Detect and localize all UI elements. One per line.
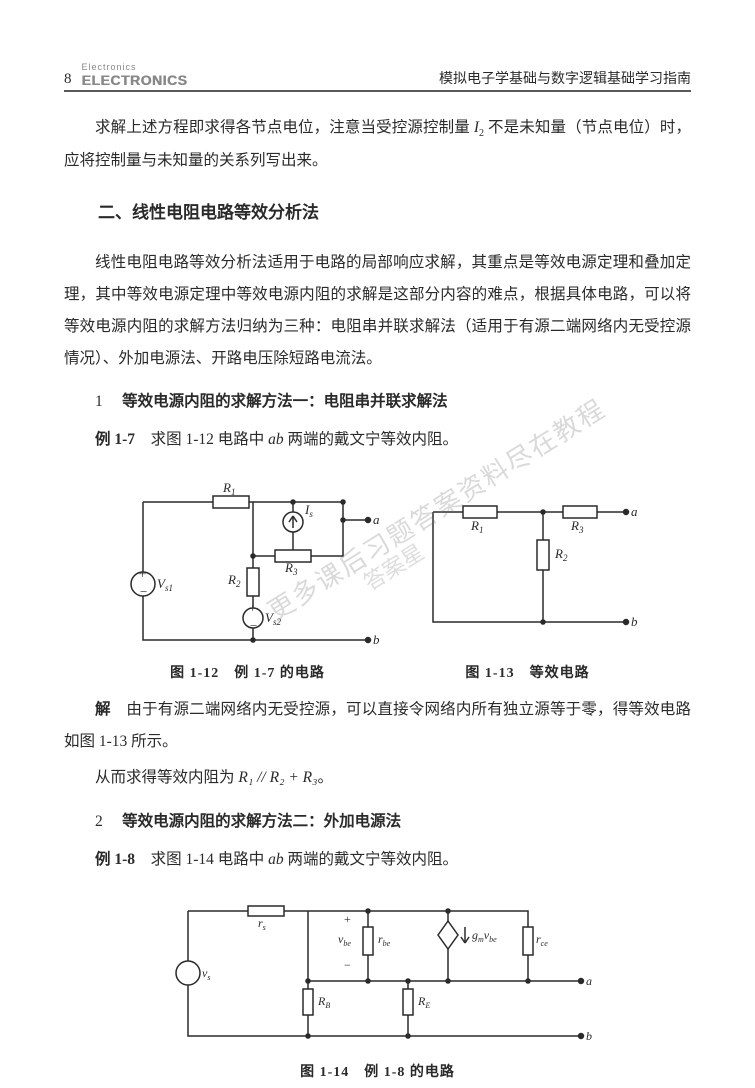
solution-line-2: 从而求得等效内阻为 R₁ // R₂ + R₃。 (64, 762, 691, 794)
figure-1-13: R1 R3 R2 a b 图 1-13 等效电路 (413, 472, 643, 689)
svg-text:a: a (586, 974, 592, 988)
ex17-label: 例 1-7 (95, 431, 135, 448)
svg-text:−: − (250, 618, 257, 633)
svg-text:rbe: rbe (378, 932, 391, 948)
method-2-title: 等效电源内阻的求解方法二：外加电源法 (122, 813, 401, 830)
logo: Electronics ELECTRONICS (82, 62, 188, 88)
method-1-title: 等效电源内阻的求解方法一：电阻串并联求解法 (122, 393, 448, 410)
svg-text:rce: rce (536, 932, 548, 948)
ex18-var: ab (268, 851, 284, 868)
svg-text:R1: R1 (222, 480, 235, 497)
ex18-text-a: 求图 1-14 电路中 (151, 851, 269, 868)
svg-text:vs: vs (202, 966, 210, 982)
fig12-caption: 图 1-12 例 1-7 的电路 (170, 660, 325, 689)
page-number: 8 (64, 71, 72, 88)
example-1-8: 例 1-8 求图 1-14 电路中 ab 两端的戴文宁等效内阻。 (64, 844, 691, 876)
circuit-1-12: R1 R2 R3 Is Vs1 Vs2 a b + − + − (113, 472, 383, 652)
svg-text:RE: RE (417, 994, 430, 1010)
svg-text:+: + (139, 566, 146, 581)
method-2-heading: 2 等效电源内阻的求解方法二：外加电源法 (64, 806, 691, 838)
figure-row-2: rs vs vbe rbe gmvbe rce RB RE a b + − 图 … (64, 891, 691, 1088)
svg-text:rs: rs (258, 916, 266, 932)
sol2-a: 从而求得等效内阻为 (95, 769, 238, 786)
section-heading-2: 二、线性电阻电路等效分析法 (64, 196, 691, 231)
ex17-text-a: 求图 1-12 电路中 (151, 431, 269, 448)
sol-text: 由于有源二端网络内无受控源，可以直接令网络内所有独立源等于零，得等效电路如图 1… (64, 701, 691, 750)
svg-text:+: + (344, 912, 351, 926)
ex17-var: ab (268, 431, 284, 448)
svg-text:Is: Is (304, 502, 313, 519)
svg-text:−: − (344, 958, 351, 972)
page-content: 求解上述方程即求得各节点电位，注意当受控源控制量 I2 不是未知量（节点电位）时… (64, 112, 691, 1088)
svg-text:b: b (586, 1029, 592, 1043)
svg-text:a: a (373, 512, 380, 527)
sol2-b: 。 (318, 769, 334, 786)
p1-text-a: 求解上述方程即求得各节点电位，注意当受控源控制量 (95, 119, 474, 136)
svg-text:−: − (140, 584, 147, 599)
svg-text:gmvbe: gmvbe (472, 928, 497, 944)
figure-1-12: R1 R2 R3 Is Vs1 Vs2 a b + − + − 图 1-12 例… (113, 472, 383, 689)
ex18-label: 例 1-8 (95, 851, 135, 868)
svg-text:R3: R3 (570, 518, 584, 535)
method-2-num: 2 (95, 813, 103, 830)
svg-text:RB: RB (317, 994, 330, 1010)
circuit-1-14: rs vs vbe rbe gmvbe rce RB RE a b + − (148, 891, 608, 1051)
ex17-text-b: 两端的戴文宁等效内阻。 (284, 431, 458, 448)
figure-row-1: R1 R2 R3 Is Vs1 Vs2 a b + − + − 图 1-12 例… (64, 472, 691, 689)
fig13-caption: 图 1-13 等效电路 (465, 660, 589, 689)
example-1-7: 例 1-7 求图 1-12 电路中 ab 两端的戴文宁等效内阻。 (64, 424, 691, 456)
sol-label: 解 (95, 701, 111, 718)
sol2-expr: R₁ // R₂ + R₃ (238, 769, 317, 786)
svg-text:R2: R2 (227, 572, 241, 589)
svg-text:b: b (631, 614, 638, 629)
circuit-1-13: R1 R3 R2 a b (413, 472, 643, 652)
figure-1-14: rs vs vbe rbe gmvbe rce RB RE a b + − 图 … (148, 891, 608, 1088)
solution-1-7: 解 由于有源二端网络内无受控源，可以直接令网络内所有独立源等于零，得等效电路如图… (64, 694, 691, 758)
page-header: 8 Electronics ELECTRONICS 模拟电子学基础与数字逻辑基础… (64, 62, 691, 92)
ex18-text-b: 两端的戴文宁等效内阻。 (284, 851, 458, 868)
method-1-heading: 1 等效电源内阻的求解方法一：电阻串并联求解法 (64, 386, 691, 418)
method-1-num: 1 (95, 393, 103, 410)
paragraph-2: 线性电阻电路等效分析法适用于电路的局部响应求解，其重点是等效电源定理和叠加定理，… (64, 247, 691, 374)
book-title: 模拟电子学基础与数字逻辑基础学习指南 (439, 68, 691, 88)
paragraph-1: 求解上述方程即求得各节点电位，注意当受控源控制量 I2 不是未知量（节点电位）时… (64, 112, 691, 176)
fig14-caption: 图 1-14 例 1-8 的电路 (300, 1059, 455, 1088)
svg-text:Vs2: Vs2 (265, 610, 281, 627)
svg-text:vbe: vbe (338, 932, 351, 948)
svg-text:+: + (249, 600, 256, 615)
svg-text:b: b (373, 632, 380, 647)
logo-big: ELECTRONICS (82, 72, 188, 88)
svg-text:R1: R1 (470, 518, 483, 535)
svg-text:R2: R2 (554, 546, 568, 563)
logo-small: Electronics (82, 62, 137, 72)
svg-text:a: a (631, 504, 638, 519)
svg-text:Vs1: Vs1 (157, 576, 173, 593)
header-left: 8 Electronics ELECTRONICS (64, 62, 187, 88)
